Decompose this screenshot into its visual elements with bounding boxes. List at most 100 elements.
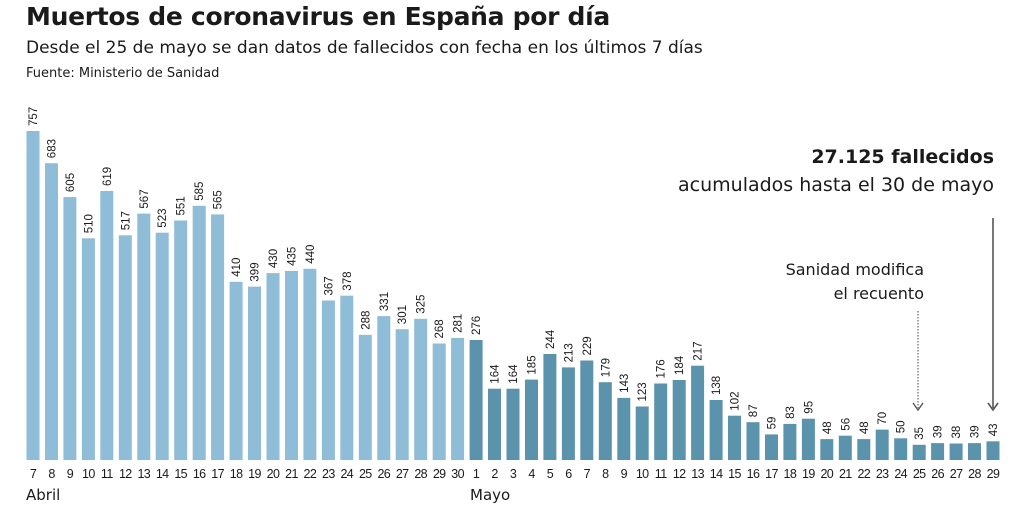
value-label: 43	[988, 424, 1000, 437]
bar-may-22	[857, 439, 871, 460]
x-tick-label: 24	[894, 467, 907, 481]
bar-april-11	[100, 191, 114, 460]
x-tick-label: 28	[414, 467, 427, 481]
value-label: 123	[637, 382, 649, 401]
value-label: 87	[748, 404, 760, 417]
x-tick-label: 11	[655, 467, 667, 481]
value-label: 367	[323, 276, 335, 295]
value-label: 143	[619, 374, 631, 393]
value-label: 48	[859, 421, 871, 434]
bar-may-10	[635, 406, 649, 460]
x-tick-label: 26	[931, 467, 944, 481]
value-label: 268	[434, 319, 446, 338]
value-label: 440	[305, 245, 317, 264]
x-tick-label: 17	[765, 467, 778, 481]
bar-may-1	[469, 340, 483, 460]
value-label: 301	[397, 305, 409, 324]
x-tick-label: 9	[67, 467, 74, 481]
bar-may-25	[912, 444, 926, 460]
bar-may-18	[783, 423, 797, 460]
bar-may-23	[875, 429, 889, 460]
value-label: 229	[582, 336, 594, 355]
value-label: 176	[656, 359, 668, 378]
value-label: 288	[360, 311, 372, 330]
month-label-may: Mayo	[470, 486, 511, 504]
x-tick-label: 25	[359, 467, 372, 481]
x-tick-label: 8	[602, 467, 609, 481]
value-label: 331	[379, 292, 391, 311]
value-label: 585	[194, 182, 206, 201]
value-label: 565	[213, 190, 225, 209]
value-label: 683	[47, 139, 59, 158]
x-tick-label: 19	[248, 467, 261, 481]
value-label: 138	[711, 376, 723, 395]
x-tick-label: 5	[547, 467, 554, 481]
bar-may-27	[949, 443, 963, 460]
x-tick-label: 16	[747, 467, 760, 481]
x-tick-label: 13	[691, 467, 704, 481]
x-tick-label: 20	[820, 467, 833, 481]
bar-april-12	[118, 235, 132, 460]
x-tick-label: 14	[710, 467, 723, 481]
value-label: 50	[896, 421, 908, 434]
x-tick-label: 29	[433, 467, 446, 481]
x-tick-label: 21	[285, 467, 298, 481]
recount-line-1: Sanidad modifica	[785, 260, 924, 279]
x-tick-label: 15	[728, 467, 741, 481]
bar-may-29	[986, 441, 1000, 460]
bar-april-25	[358, 334, 372, 460]
bar-may-13	[691, 365, 705, 460]
bar-april-7	[26, 131, 40, 460]
value-label: 35	[914, 427, 926, 440]
bar-april-26	[377, 316, 391, 460]
value-label: 48	[822, 421, 834, 434]
value-label: 39	[970, 425, 982, 438]
chart-title: Muertos de coronavirus en España por día	[26, 2, 610, 31]
x-tick-label: 11	[101, 467, 113, 481]
bar-april-29	[432, 343, 446, 460]
bar-april-13	[137, 213, 151, 460]
modifica-arrow-head	[912, 402, 924, 412]
recount-line-2: el recuento	[833, 284, 924, 303]
x-tick-label: 21	[839, 467, 852, 481]
value-label: 378	[342, 272, 354, 291]
value-label: 410	[231, 258, 243, 277]
total-deaths-subtext: acumulados hasta el 30 de mayo	[678, 174, 994, 196]
bar-april-14	[155, 232, 169, 460]
value-label: 757	[28, 107, 40, 126]
x-tick-label: 2	[491, 467, 498, 481]
value-label: 102	[730, 392, 742, 411]
value-label: 435	[287, 247, 299, 266]
bar-may-15	[728, 415, 741, 460]
bar-april-21	[285, 270, 298, 460]
value-label: 95	[803, 401, 815, 414]
bar-may-17	[765, 434, 778, 460]
x-tick-label: 3	[510, 467, 517, 481]
bar-april-24	[340, 295, 354, 460]
value-label: 567	[139, 189, 151, 208]
x-tick-label: 23	[322, 467, 335, 481]
recount-change-annotation: Sanidad modifica el recuento	[786, 258, 924, 306]
x-tick-label: 6	[565, 467, 572, 481]
value-label: 430	[268, 249, 280, 268]
chart-source: Fuente: Ministerio de Sanidad	[26, 66, 220, 81]
bar-may-24	[894, 438, 908, 460]
bar-may-7	[580, 360, 594, 460]
value-label: 281	[453, 314, 465, 333]
bar-may-19	[801, 418, 815, 460]
bar-april-20	[266, 273, 280, 460]
bar-april-22	[303, 268, 317, 460]
value-label: 523	[157, 209, 169, 228]
bar-may-14	[709, 400, 723, 460]
x-tick-label: 16	[193, 467, 206, 481]
x-tick-label: 19	[802, 467, 815, 481]
x-tick-label: 28	[968, 467, 981, 481]
bar-april-16	[192, 205, 206, 460]
bar-may-8	[598, 382, 612, 460]
value-label: 179	[600, 358, 612, 377]
bar-may-26	[931, 443, 945, 460]
bar-may-6	[561, 367, 575, 460]
bar-april-28	[414, 318, 428, 460]
chart-subtitle: Desde el 25 de mayo se dan datos de fall…	[26, 38, 703, 58]
